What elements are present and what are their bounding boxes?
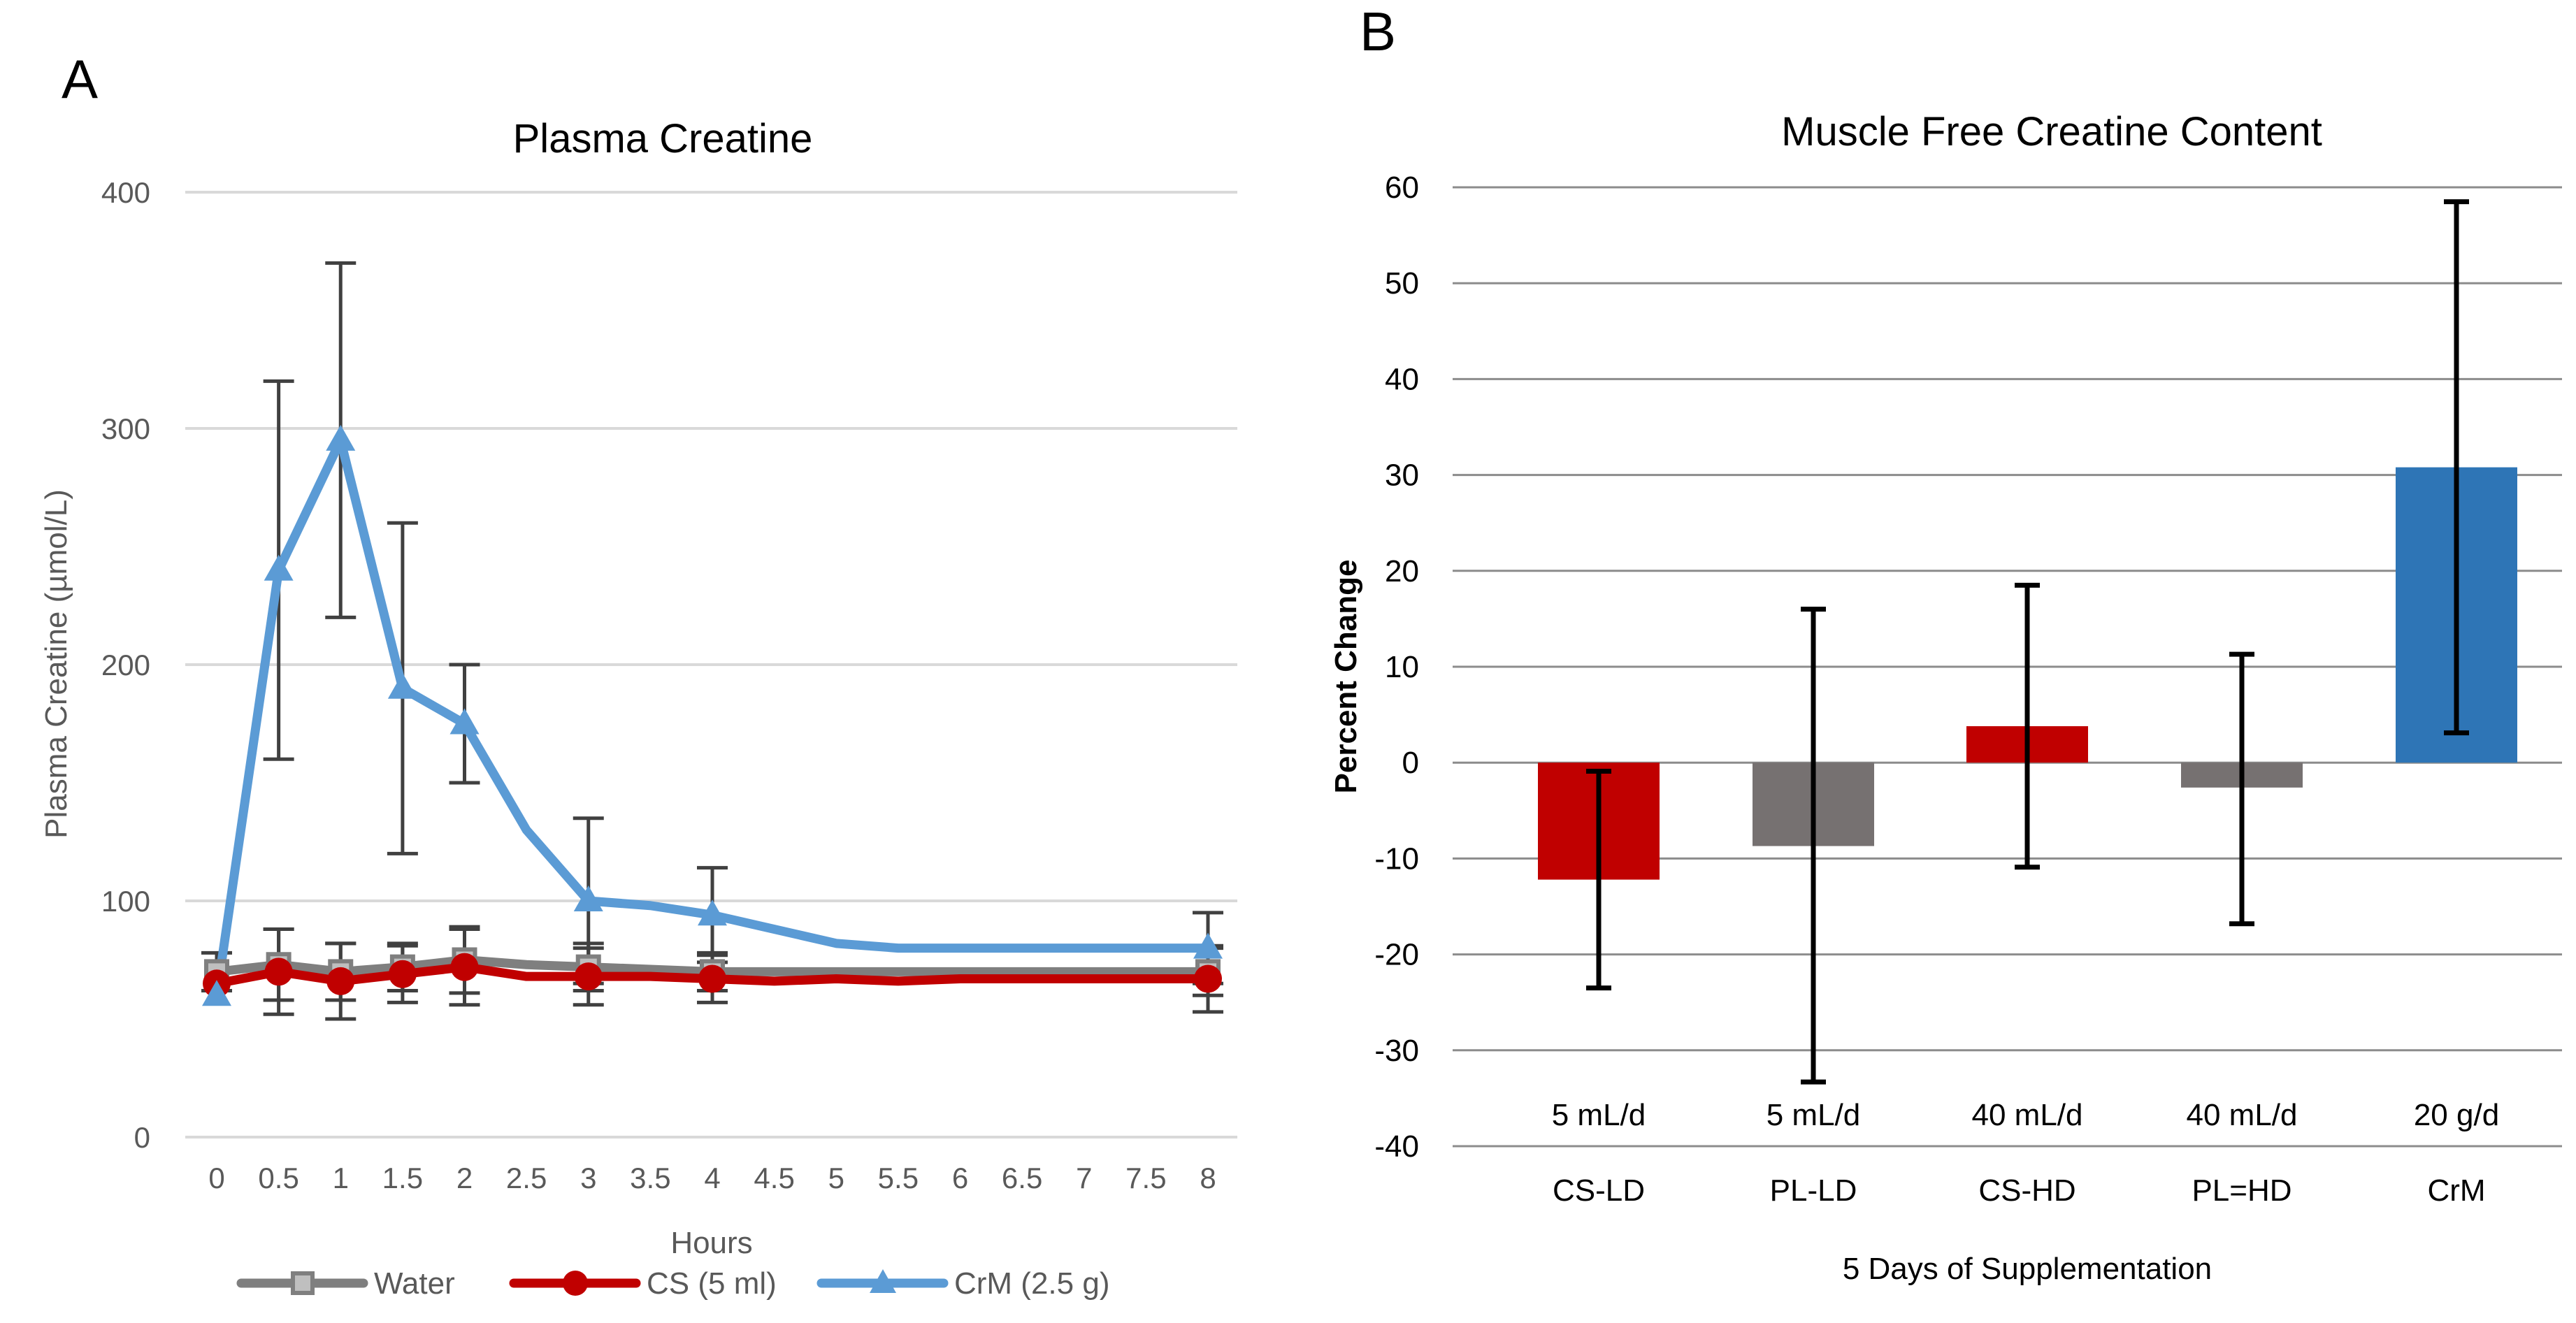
legend-marker-cs-5-ml <box>563 1271 588 1296</box>
marker-cs-5-ml-16 <box>1194 964 1222 993</box>
y-tick-label-0: 0 <box>134 1121 150 1154</box>
dose-label-cs-hd: 40 mL/d <box>1972 1098 2083 1132</box>
chart-b-y-ticks: -40 -30 -20 -10 0 10 20 30 40 50 60 <box>1374 171 1419 1164</box>
x-tick-label-8: 8 <box>1200 1162 1216 1194</box>
chart-a-x-axis-label: Hours <box>670 1226 752 1260</box>
legend-label-water: Water <box>374 1266 455 1301</box>
legend-marker-water <box>291 1271 315 1295</box>
x-tick-label-6-5: 6.5 <box>1002 1162 1042 1194</box>
x-tick-label-5-5: 5.5 <box>878 1162 919 1194</box>
dose-label-pl-ld: 5 mL/d <box>1766 1098 1861 1132</box>
marker-crm-2-5-g-2 <box>326 424 356 451</box>
x-tick-label-3: 3 <box>580 1162 596 1194</box>
chart-b-x-axis-label: 5 Days of Supplementation <box>1843 1252 2212 1286</box>
marker-cs-5-ml-1 <box>264 957 293 986</box>
x-tick-label-6: 6 <box>952 1162 968 1194</box>
category-label-pl-ld: PL-LD <box>1770 1173 1857 1208</box>
category-label-cs-hd: CS-HD <box>1978 1173 2075 1208</box>
legend-label-crm-2-5-g: CrM (2.5 g) <box>954 1266 1109 1301</box>
dose-label-pl-hd: 40 mL/d <box>2187 1098 2298 1132</box>
y-tick-label-100: 100 <box>101 885 150 918</box>
x-tick-label-7-5: 7.5 <box>1125 1162 1166 1194</box>
chart-b-error-bars <box>1586 199 2469 1085</box>
chart-b-category-labels: 5 mL/d CS-LD 5 mL/d PL-LD 40 mL/d CS-HD 40 mL/… <box>1552 1098 2499 1208</box>
x-tick-label-2-5: 2.5 <box>506 1162 547 1194</box>
marker-crm-2-5-g-8 <box>698 899 727 926</box>
category-label-pl-hd: PL=HD <box>2192 1173 2291 1208</box>
y-tick-label-40: -40 <box>1374 1129 1419 1164</box>
chart-a-gridlines <box>185 191 1237 1138</box>
x-tick-label-2: 2 <box>456 1162 473 1194</box>
chart-a-y-ticks: 0 100 200 300 400 <box>101 176 150 1154</box>
dose-label-cs-ld: 5 mL/d <box>1552 1098 1646 1132</box>
panel-b-letter: B <box>1360 1 1396 62</box>
y-tick-label-30: 30 <box>1385 458 1419 493</box>
chart-b-title: Muscle Free Creatine Content <box>1781 109 2322 154</box>
y-tick-label-20: 20 <box>1385 554 1419 588</box>
marker-cs-5-ml-8 <box>698 964 726 993</box>
dose-label-crm: 20 g/d <box>2414 1098 2499 1132</box>
marker-cs-5-ml-2 <box>326 967 355 995</box>
y-tick-label-60: 60 <box>1385 171 1419 205</box>
category-label-cs-ld: CS-LD <box>1553 1173 1645 1208</box>
marker-crm-2-5-g-16 <box>1193 932 1223 959</box>
chart-a-title: Plasma Creatine <box>513 116 813 161</box>
marker-cs-5-ml-6 <box>574 962 603 991</box>
marker-crm-2-5-g-0 <box>202 980 231 1006</box>
x-tick-label-3-5: 3.5 <box>630 1162 670 1194</box>
marker-cs-5-ml-3 <box>388 960 417 988</box>
marker-crm-2-5-g-6 <box>573 885 603 911</box>
y-tick-label-400: 400 <box>101 176 150 209</box>
y-tick-label-10: 10 <box>1385 650 1419 684</box>
y-tick-label-50: 50 <box>1385 266 1419 301</box>
marker-crm-2-5-g-3 <box>387 672 417 699</box>
chart-a-y-axis-label: Plasma Creatine (µmol/L) <box>39 489 73 839</box>
x-tick-label-4: 4 <box>704 1162 720 1194</box>
y-tick-label-40: 40 <box>1385 362 1419 396</box>
x-tick-label-7: 7 <box>1076 1162 1092 1194</box>
marker-cs-5-ml-4 <box>450 953 479 981</box>
x-tick-label-4-5: 4.5 <box>754 1162 794 1194</box>
x-tick-label-0-5: 0.5 <box>258 1162 298 1194</box>
marker-crm-2-5-g-1 <box>264 554 294 581</box>
category-label-crm: CrM <box>2427 1173 2485 1208</box>
y-tick-label-10: -10 <box>1374 841 1419 876</box>
legend-marker-crm-2-5-g <box>870 1269 896 1293</box>
chart-b-y-axis-label: Percent Change <box>1329 560 1363 794</box>
y-tick-label-30: -30 <box>1374 1034 1419 1068</box>
marker-crm-2-5-g-4 <box>449 708 480 735</box>
x-tick-label-5: 5 <box>828 1162 844 1194</box>
chart-a-markers <box>202 424 1223 1006</box>
x-tick-label-1: 1 <box>333 1162 349 1194</box>
y-tick-label-200: 200 <box>101 649 150 681</box>
y-tick-label-20: -20 <box>1374 938 1419 972</box>
x-tick-label-1-5: 1.5 <box>382 1162 423 1194</box>
x-tick-label-0: 0 <box>208 1162 224 1194</box>
chart-a-legend: Water CS (5 ml) CrM (2.5 g) <box>236 1266 1109 1301</box>
chart-b-gridlines <box>1453 186 2562 1148</box>
y-tick-label-0: 0 <box>1402 746 1419 780</box>
legend-label-cs-5-ml: CS (5 ml) <box>647 1266 777 1301</box>
panel-a-letter: A <box>62 48 98 110</box>
y-tick-label-300: 300 <box>101 412 150 445</box>
chart-a-x-ticks: 0 0.5 1 1.5 2 2.5 3 3.5 4 4.5 5 5.5 6 6.5 7 7.5 8 <box>208 1162 1216 1194</box>
